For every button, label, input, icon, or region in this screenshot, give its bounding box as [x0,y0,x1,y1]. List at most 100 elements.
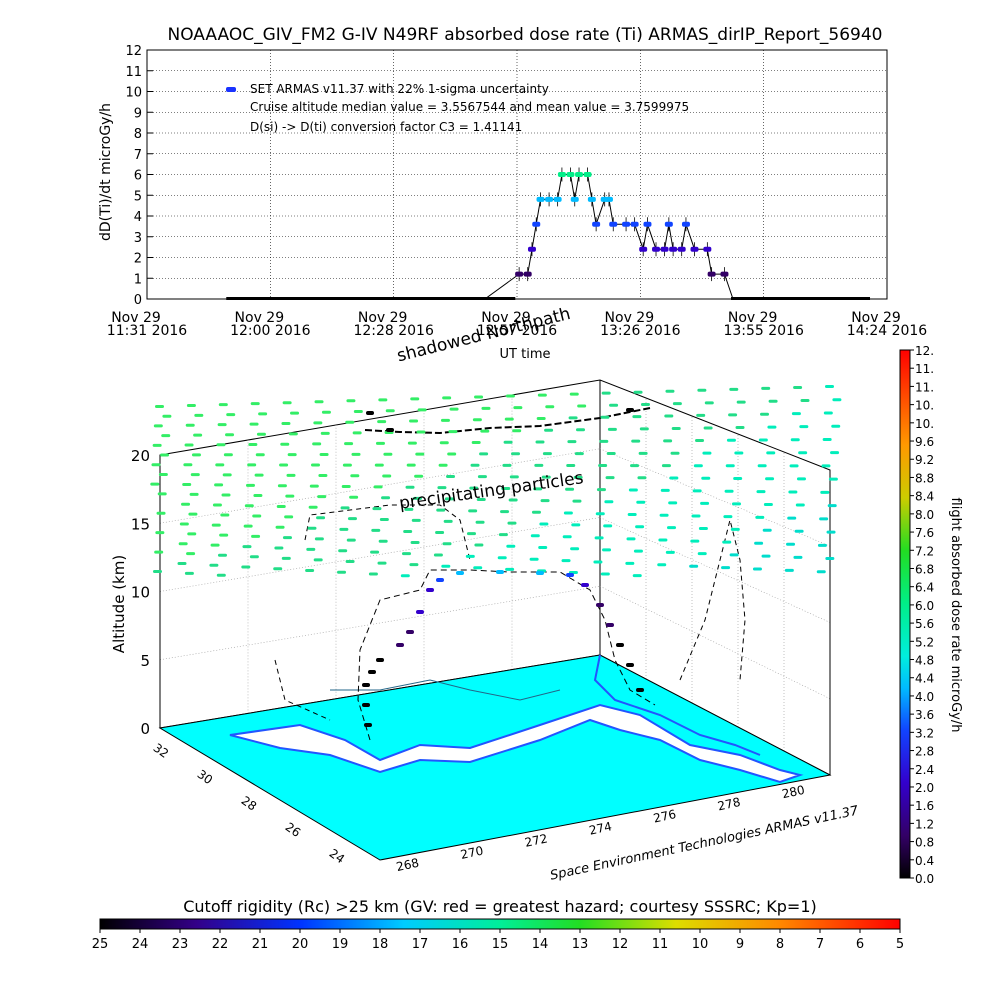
x-tick-label: Nov 29 [235,310,285,326]
y-tick-label: 4 [134,210,142,225]
dose-colorbar-tick-label: 0.4 [915,854,934,868]
dose-grid-marker [724,489,734,493]
dose-grid-marker [821,464,831,468]
dose-grid-marker [440,418,450,422]
dose-colorbar-tick-label: 4.8 [915,654,934,668]
x-tick-label: Nov 29 [728,310,778,326]
longitude-tick-label: 272 [524,831,549,849]
dose-grid-marker [318,474,328,478]
dose-grid-marker [385,409,395,413]
legend-entry-1: SET ARMAS v11.37 with 22% 1-sigma uncert… [250,82,549,96]
dose-grid-marker [632,574,642,578]
dose-grid-marker [282,536,292,540]
dose-grid-marker [410,397,420,401]
dose-grid-marker [635,525,645,529]
dose-grid-marker [760,412,770,416]
dose-grid-marker [255,453,265,457]
dose-grid-marker [672,402,682,406]
dose-grid-marker [574,452,584,456]
dose-grid-marker [536,417,546,421]
dose-grid-marker [497,556,507,560]
dose-grid-marker [151,463,161,467]
dose-grid-marker [416,430,426,434]
dose-grid-marker [530,534,540,538]
data-point [583,172,592,177]
dose-grid-marker [351,452,361,456]
data-point [532,221,541,227]
data-point [226,297,231,300]
dose-grid-marker [667,526,677,530]
dose-grid-marker [368,572,378,576]
flight-dose-marker [364,723,372,727]
x-tick-label: 13:26 2016 [600,323,681,339]
dose-grid-marker [607,427,617,431]
dose-grid-marker [345,420,355,424]
dose-grid-marker [691,514,701,518]
dose-grid-marker [377,420,387,424]
dose-colorbar-tick-label: 0.8 [915,836,934,850]
data-point [545,196,554,202]
dose-grid-marker [828,477,838,481]
dose-grid-marker [512,429,522,433]
dose-grid-marker [449,407,459,411]
dose-grid-marker [446,474,456,478]
dose-grid-marker [352,431,362,435]
x-tick-label: 14:24 2016 [847,323,928,339]
dose-grid-marker [733,476,743,480]
dose-grid-marker [407,441,417,445]
data-point [639,246,648,252]
dose-grid-marker [342,463,352,467]
dose-grid-marker [217,423,227,427]
dose-grid-marker [249,555,259,559]
dose-grid-marker [633,549,643,553]
dose-grid-marker [400,574,410,578]
altitude-tick-label: 15 [131,515,150,533]
dose-grid-marker [817,543,827,547]
dose-colorbar-tick-label: 4.4 [915,672,934,686]
dose-grid-marker [221,493,231,497]
data-point [720,271,729,277]
dose-grid-marker [600,572,610,576]
altitude-axis-label: Altitude (km) [110,555,128,653]
flight-dose-marker [596,603,604,607]
dose-grid-marker [690,539,700,543]
dose-grid-marker [310,463,320,467]
dose-grid-marker [825,557,835,561]
dose-grid-marker [757,464,767,468]
altitude-tick-label: 5 [140,652,150,670]
dose-grid-marker [728,413,738,417]
cutoff-rigidity-tick-label: 10 [692,937,709,952]
cutoff-rigidity-tick-label: 19 [332,937,349,952]
dose-grid-marker [692,489,702,493]
data-point [660,246,669,252]
dose-grid-marker [249,422,259,426]
dose-grid-marker [186,404,196,408]
x-tick-label: 13:55 2016 [723,323,804,339]
dose-grid-marker [626,537,636,541]
dose-grid-marker [465,554,475,558]
y-tick-label: 0 [134,293,142,308]
dose-grid-marker [442,396,452,400]
dose-grid-marker [415,452,425,456]
dose-grid-marker [562,535,572,539]
dose-grid-marker [513,406,523,410]
dose-grid-marker [531,510,541,514]
dose-grid-marker [194,413,204,417]
dose-grid-marker [480,429,490,433]
dose-grid-marker [274,546,284,550]
dose-colorbar-tick-label: 1.6 [915,799,934,813]
dose-grid-marker [414,474,424,478]
dose-grid-marker [820,490,830,494]
data-point [681,221,690,227]
dose-grid-marker [756,490,766,494]
dose-grid-marker [179,522,189,526]
dose-grid-marker [765,477,775,481]
flight-dose-markers [362,408,644,727]
dose-grid-marker [153,424,163,428]
dose-grid-marker [247,463,257,467]
dose-grid-marker [443,519,453,523]
x-tick-label: 12:00 2016 [230,323,311,339]
dose-grid-marker [309,484,319,488]
dose-grid-marker [668,501,678,505]
